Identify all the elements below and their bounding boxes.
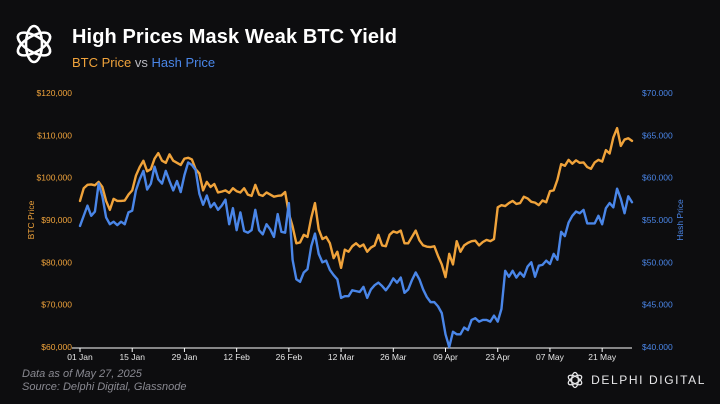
y-right-tick-label: $50.000 [642,257,673,267]
subtitle-hash-label: Hash Price [151,55,216,70]
x-tick-label: 12 Mar [328,352,355,362]
subtitle-btc-label: BTC Price [72,55,132,70]
y-right-tick-label: $65.000 [642,130,673,140]
page-title: High Prices Mask Weak BTC Yield [72,26,398,48]
subtitle-vs-label: vs [134,55,148,70]
y-right-axis-title: Hash Price [675,199,685,241]
y-left-tick-label: $120,000 [37,88,73,98]
brand-name: DELPHI DIGITAL [591,373,706,387]
y-left-tick-label: $60,000 [41,342,72,352]
y-right-tick-label: $70.000 [642,88,673,98]
y-left-tick-label: $90,000 [41,215,72,225]
y-right-tick-label: $55.000 [642,215,673,225]
delphi-logo-icon [16,24,52,64]
hash-price-line [78,161,634,349]
x-tick-label: 15 Jan [119,352,145,362]
y-right-tick-label: $40.000 [642,342,673,352]
y-right-tick-label: $60.000 [642,173,673,183]
chart-subtitle: BTC Price vs Hash Price [72,55,215,70]
y-right-tick-label: $45.000 [642,300,673,310]
chart-header: High Prices Mask Weak BTC Yield BTC Pric… [10,20,610,70]
x-tick-label: 21 May [588,352,617,362]
y-left-tick-label: $80,000 [41,257,72,267]
x-tick-label: 12 Feb [223,352,250,362]
x-tick-label: 01 Jan [67,352,93,362]
footer-source: Source: Delphi Digital, Glassnode [22,381,187,393]
x-tick-label: 23 Apr [485,352,510,362]
x-tick-label: 07 May [536,352,565,362]
x-tick-label: 26 Mar [380,352,407,362]
x-tick-label: 29 Jan [172,352,198,362]
y-left-tick-label: $110,000 [37,130,72,140]
y-left-tick-label: $100,000 [37,173,73,183]
y-left-axis-title: BTC Price [26,200,36,239]
footer-date: Data as of May 27, 2025 [22,368,142,380]
x-tick-label: 09 Apr [433,352,458,362]
chart-footer: Data as of May 27, 2025 Source: Delphi D… [22,368,186,394]
x-tick-label: 26 Feb [276,352,303,362]
delphi-small-logo-icon [567,371,583,389]
brand-mark: DELPHI DIGITAL [565,368,706,392]
y-left-tick-label: $70,000 [41,300,72,310]
btc-price-line [78,126,634,279]
